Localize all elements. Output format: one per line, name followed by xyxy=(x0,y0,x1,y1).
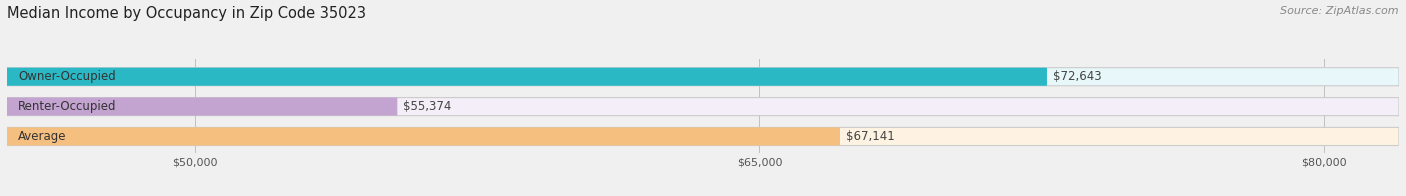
Text: $72,643: $72,643 xyxy=(1053,70,1101,83)
FancyBboxPatch shape xyxy=(7,127,1399,145)
Text: $55,374: $55,374 xyxy=(404,100,451,113)
Text: $67,141: $67,141 xyxy=(845,130,894,143)
FancyBboxPatch shape xyxy=(7,127,839,145)
Text: Average: Average xyxy=(18,130,66,143)
FancyBboxPatch shape xyxy=(7,68,1399,86)
FancyBboxPatch shape xyxy=(7,98,398,116)
FancyBboxPatch shape xyxy=(7,68,1047,86)
Text: Renter-Occupied: Renter-Occupied xyxy=(18,100,117,113)
FancyBboxPatch shape xyxy=(7,98,1399,116)
Text: Median Income by Occupancy in Zip Code 35023: Median Income by Occupancy in Zip Code 3… xyxy=(7,6,366,21)
Text: Owner-Occupied: Owner-Occupied xyxy=(18,70,115,83)
Text: Source: ZipAtlas.com: Source: ZipAtlas.com xyxy=(1281,6,1399,16)
